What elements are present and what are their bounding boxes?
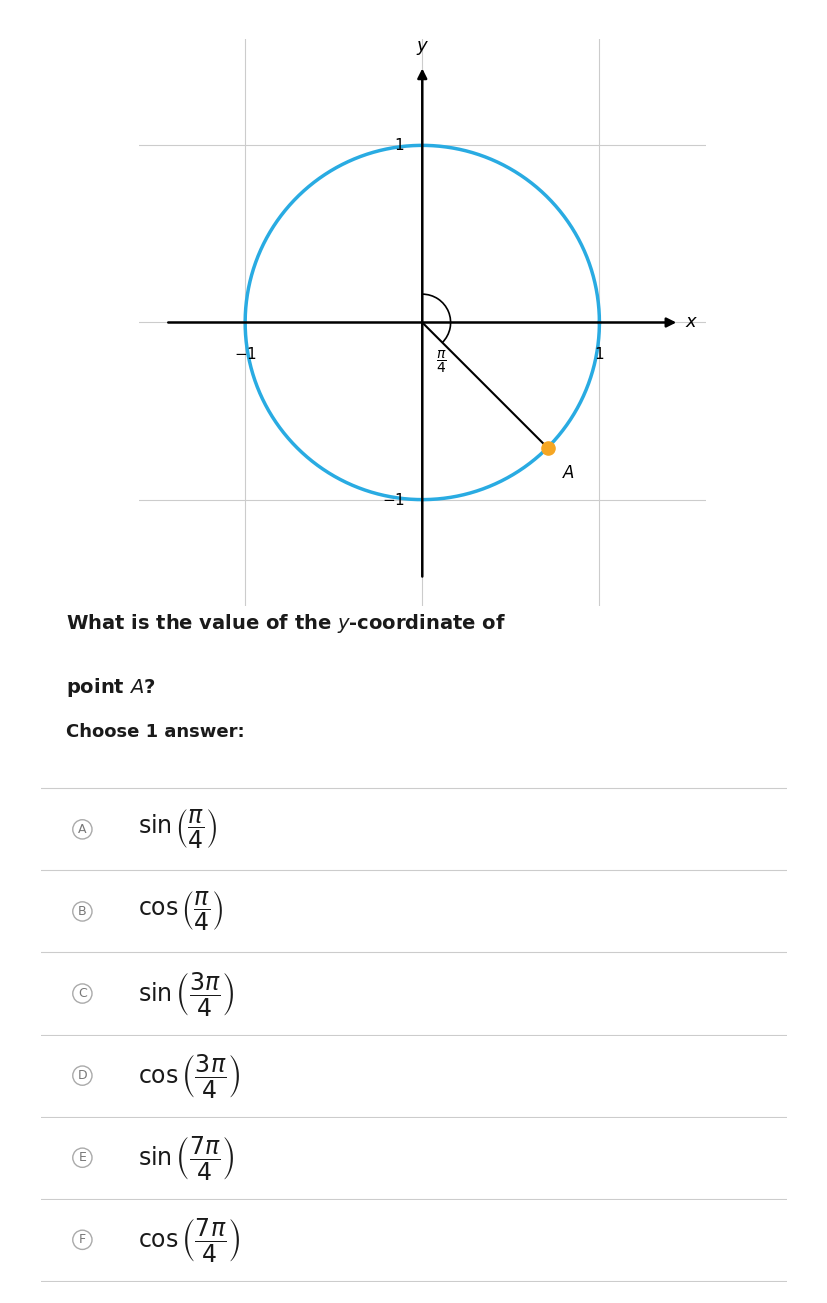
Text: $-1$: $-1$	[381, 491, 404, 508]
Text: What is the value of the $y$-coordinate of: What is the value of the $y$-coordinate …	[66, 612, 505, 636]
Text: C: C	[78, 988, 87, 999]
Text: $1$: $1$	[394, 137, 404, 154]
Text: $-1$: $-1$	[233, 345, 256, 361]
Text: $x$: $x$	[684, 314, 697, 331]
Text: D: D	[78, 1070, 87, 1081]
Text: F: F	[79, 1234, 86, 1246]
Text: $A$: $A$	[561, 465, 574, 482]
Point	[540, 438, 553, 459]
Text: $\sin\left(\dfrac{7\pi}{4}\right)$: $\sin\left(\dfrac{7\pi}{4}\right)$	[138, 1134, 234, 1182]
Text: point $A$?: point $A$?	[66, 676, 155, 698]
Text: $\cos\left(\dfrac{3\pi}{4}\right)$: $\cos\left(\dfrac{3\pi}{4}\right)$	[138, 1052, 240, 1100]
Text: $y$: $y$	[415, 39, 428, 57]
Text: $1$: $1$	[594, 345, 604, 361]
Text: $\cos\left(\dfrac{\pi}{4}\right)$: $\cos\left(\dfrac{\pi}{4}\right)$	[138, 890, 223, 933]
Text: $\cos\left(\dfrac{7\pi}{4}\right)$: $\cos\left(\dfrac{7\pi}{4}\right)$	[138, 1216, 240, 1264]
Text: $\sin\left(\dfrac{3\pi}{4}\right)$: $\sin\left(\dfrac{3\pi}{4}\right)$	[138, 969, 234, 1018]
Text: E: E	[79, 1152, 86, 1164]
Text: A: A	[78, 823, 87, 835]
Text: B: B	[78, 906, 87, 917]
Text: Choose 1 answer:: Choose 1 answer:	[66, 722, 245, 740]
Text: $\sin\left(\dfrac{\pi}{4}\right)$: $\sin\left(\dfrac{\pi}{4}\right)$	[138, 808, 218, 851]
Text: $\dfrac{\pi}{4}$: $\dfrac{\pi}{4}$	[436, 348, 447, 375]
